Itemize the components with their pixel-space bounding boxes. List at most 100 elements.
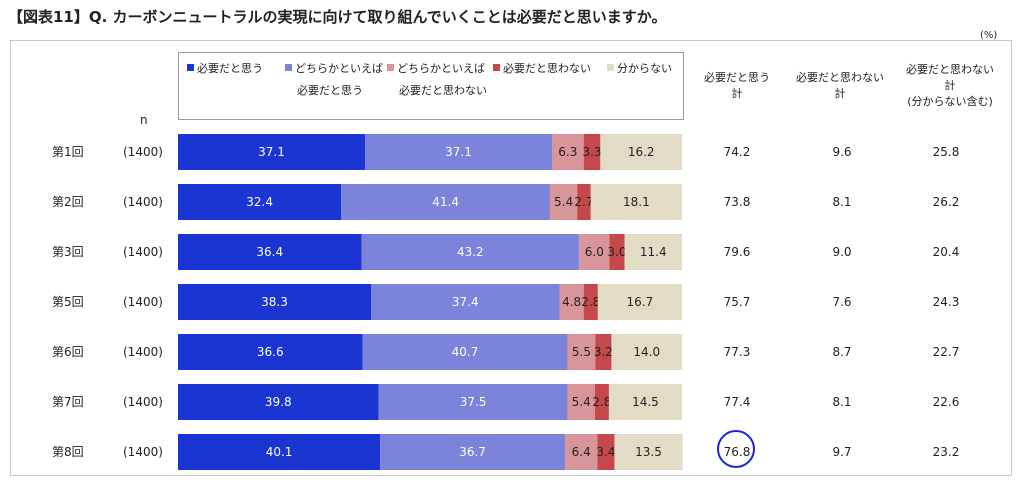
data-label: 3.4 bbox=[596, 445, 615, 459]
bar-segment bbox=[178, 384, 379, 420]
data-label: 37.4 bbox=[452, 295, 479, 309]
summary-value: 73.8 bbox=[724, 195, 751, 209]
summary-value: 8.7 bbox=[832, 345, 851, 359]
summary-value: 8.1 bbox=[832, 195, 851, 209]
legend-item-necessary: 必要だと思う bbox=[187, 58, 263, 80]
data-label: 2.8 bbox=[592, 395, 611, 409]
unit-label: (%) bbox=[980, 30, 998, 41]
bar-segment bbox=[594, 384, 609, 420]
summary-value: 9.6 bbox=[832, 145, 851, 159]
row-n: (1400) bbox=[123, 245, 163, 259]
bar-segment bbox=[178, 134, 365, 170]
summary-value: 24.3 bbox=[933, 295, 960, 309]
bar-segment bbox=[178, 334, 363, 370]
bar-segment bbox=[583, 284, 598, 320]
column-header-unnecessary-total: 必要だと思わない 計 bbox=[796, 71, 884, 100]
data-label: 13.5 bbox=[635, 445, 662, 459]
bar-segment bbox=[361, 234, 580, 270]
bar-segment bbox=[579, 234, 610, 270]
summary-value: 8.1 bbox=[832, 395, 851, 409]
bar-segment bbox=[611, 334, 682, 370]
bar-segment bbox=[583, 134, 601, 170]
data-label: 38.3 bbox=[261, 295, 288, 309]
bar-segment bbox=[565, 434, 598, 470]
legend-label: どちらかといえば bbox=[397, 62, 485, 75]
column-header-necessary-total: 必要だと思う 計 bbox=[704, 71, 770, 100]
summary-value: 75.7 bbox=[724, 295, 751, 309]
data-label: 4.8 bbox=[562, 295, 581, 309]
legend-swatch bbox=[387, 64, 394, 71]
bar-segment bbox=[597, 434, 615, 470]
summary-value: 20.4 bbox=[933, 245, 960, 259]
data-label: 6.0 bbox=[585, 245, 604, 259]
summary-value: 22.7 bbox=[933, 345, 960, 359]
bar-segment bbox=[178, 184, 342, 220]
legend-swatch bbox=[285, 64, 292, 71]
row-label: 第6回 bbox=[52, 345, 84, 359]
data-label: 37.1 bbox=[258, 145, 285, 159]
bar-segment bbox=[624, 234, 682, 270]
bar-segment bbox=[551, 134, 584, 170]
bar-segment bbox=[567, 384, 595, 420]
legend-item-unnecessary: 必要だと思わない bbox=[493, 58, 591, 80]
row-n: (1400) bbox=[123, 145, 163, 159]
bar-segment bbox=[178, 284, 372, 320]
row-label: 第7回 bbox=[52, 395, 84, 409]
legend-item-somewhat-unnecessary: どちらかといえば 必要だと思わない bbox=[387, 58, 487, 97]
row-n: (1400) bbox=[123, 345, 163, 359]
summary-value: 26.2 bbox=[933, 195, 960, 209]
bar-segment bbox=[577, 184, 591, 220]
chart-frame bbox=[10, 40, 1012, 476]
bar-segment bbox=[590, 184, 682, 220]
data-label: 5.4 bbox=[554, 195, 573, 209]
chart-title: 【図表11】Q. カーボンニュートラルの実現に向けて取り組んでいくことは必要だと… bbox=[8, 8, 667, 26]
legend-label: 必要だと思わない bbox=[503, 62, 591, 75]
legend: 必要だと思う どちらかといえば 必要だと思う どちらかといえば 必要だと思わない… bbox=[178, 52, 684, 120]
row-label: 第5回 bbox=[52, 295, 84, 309]
bar-segment bbox=[559, 284, 584, 320]
bar-segment bbox=[600, 134, 682, 170]
bar-segment bbox=[371, 284, 560, 320]
legend-label-line2: 必要だと思う bbox=[297, 84, 363, 97]
data-label: 41.4 bbox=[432, 195, 459, 209]
bar-segment bbox=[362, 334, 568, 370]
data-label: 3.0 bbox=[607, 245, 626, 259]
summary-value: 79.6 bbox=[724, 245, 751, 259]
data-label: 6.4 bbox=[572, 445, 591, 459]
bar-segment bbox=[608, 384, 682, 420]
summary-value: 7.6 bbox=[832, 295, 851, 309]
data-label: 11.4 bbox=[640, 245, 667, 259]
data-label: 43.2 bbox=[457, 245, 484, 259]
highlight-circle bbox=[717, 430, 755, 468]
data-label: 16.7 bbox=[627, 295, 654, 309]
data-label: 32.4 bbox=[246, 195, 273, 209]
legend-item-somewhat-necessary: どちらかといえば 必要だと思う bbox=[285, 58, 383, 97]
summary-value: 23.2 bbox=[933, 445, 960, 459]
legend-label: 分からない bbox=[617, 62, 672, 75]
data-label: 36.4 bbox=[256, 245, 283, 259]
data-label: 39.8 bbox=[265, 395, 292, 409]
bar-segment bbox=[380, 434, 566, 470]
bar-segment bbox=[364, 134, 552, 170]
data-label: 14.5 bbox=[632, 395, 659, 409]
data-label: 3.3 bbox=[582, 145, 601, 159]
summary-value: 25.8 bbox=[933, 145, 960, 159]
bar-segment bbox=[609, 234, 625, 270]
row-n: (1400) bbox=[123, 195, 163, 209]
data-label: 40.7 bbox=[452, 345, 479, 359]
data-label: 18.1 bbox=[623, 195, 650, 209]
legend-swatch bbox=[607, 64, 614, 71]
row-label: 第3回 bbox=[52, 245, 84, 259]
legend-swatch bbox=[187, 64, 194, 71]
summary-value: 22.6 bbox=[933, 395, 960, 409]
row-label: 第2回 bbox=[52, 195, 84, 209]
bar-segment bbox=[614, 434, 683, 470]
column-header-unnecessary-total-incl-unknown: 必要だと思わない 計 (分からない含む) bbox=[906, 63, 994, 108]
summary-value: 74.2 bbox=[724, 145, 751, 159]
legend-swatch bbox=[493, 64, 500, 71]
n-header: n bbox=[140, 113, 148, 127]
data-label: 5.5 bbox=[572, 345, 591, 359]
data-label: 14.0 bbox=[633, 345, 660, 359]
legend-label: どちらかといえば bbox=[295, 62, 383, 75]
